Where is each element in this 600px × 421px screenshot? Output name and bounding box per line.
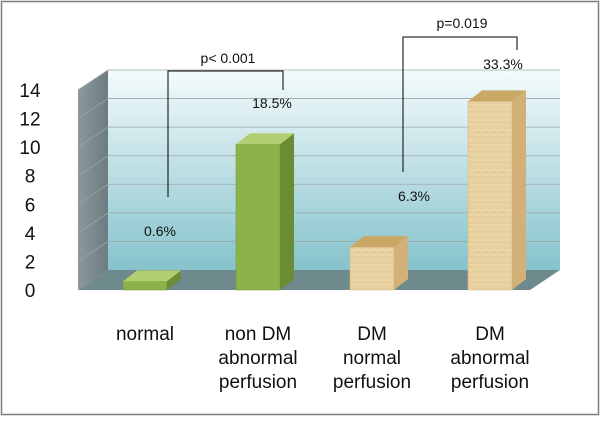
gridline bbox=[77, 155, 560, 177]
y-tick-label: 12 bbox=[19, 110, 40, 131]
y-axis-ticks: 0 2 4 6 8 10 12 14 bbox=[19, 81, 41, 302]
y-tick-label: 2 bbox=[25, 252, 36, 273]
gridline bbox=[77, 126, 560, 148]
bar-side bbox=[167, 270, 181, 290]
bar-top bbox=[350, 236, 408, 248]
bars bbox=[122, 90, 526, 291]
bar-side bbox=[512, 90, 526, 290]
left-wall bbox=[78, 70, 108, 290]
x-tick-line: perfusion bbox=[219, 372, 297, 393]
annotations: p< 0.001 p=0.019 bbox=[167, 15, 518, 197]
p-value-label: p< 0.001 bbox=[201, 50, 256, 66]
gridline bbox=[77, 212, 560, 234]
x-axis-ticks: normal non DM abnormal perfusion DM normal per… bbox=[116, 324, 530, 393]
bar-top bbox=[123, 270, 181, 282]
gridline bbox=[77, 98, 560, 119]
y-tick-label: 8 bbox=[25, 167, 36, 188]
bar-side bbox=[280, 133, 294, 290]
data-label: 0.6% bbox=[144, 223, 176, 239]
y-tick-label: 4 bbox=[25, 224, 36, 245]
x-tick-label: DM normal perfusion bbox=[333, 324, 411, 393]
x-tick-label: normal bbox=[116, 324, 174, 345]
x-tick-label: non DM abnormal perfusion bbox=[218, 324, 297, 393]
bar-1 bbox=[122, 270, 181, 291]
gridline bbox=[77, 69, 560, 91]
bar-side bbox=[394, 236, 408, 290]
x-tick-line: abnormal bbox=[450, 348, 529, 369]
x-tick-label: DM abnormal perfusion bbox=[450, 324, 529, 393]
y-tick-label: 14 bbox=[19, 81, 41, 102]
bar-front bbox=[467, 101, 513, 291]
p-value-label: p=0.019 bbox=[437, 15, 488, 31]
bar-front bbox=[122, 281, 168, 291]
data-labels: 0.6% 18.5% 6.3% 33.3% bbox=[144, 56, 523, 239]
bar-top bbox=[468, 90, 526, 102]
x-tick-line: normal bbox=[343, 348, 401, 369]
plot-background bbox=[78, 70, 560, 290]
x-tick-line: DM bbox=[475, 324, 505, 345]
data-label: 18.5% bbox=[252, 95, 292, 111]
data-label: 33.3% bbox=[483, 56, 523, 72]
y-tick-label: 6 bbox=[25, 195, 36, 216]
bar-3 bbox=[349, 236, 408, 291]
bar-front bbox=[349, 246, 395, 291]
bar-4 bbox=[467, 90, 526, 291]
x-tick-line: normal bbox=[116, 324, 174, 345]
back-wall bbox=[108, 70, 560, 270]
x-tick-line: DM bbox=[357, 324, 387, 345]
significance-bracket bbox=[402, 36, 518, 172]
data-label: 6.3% bbox=[398, 188, 430, 204]
y-tick-label: 10 bbox=[19, 138, 40, 159]
gridlines bbox=[77, 69, 560, 262]
gridline bbox=[77, 241, 560, 262]
significance-bracket bbox=[167, 70, 284, 197]
y-tick-label: 0 bbox=[25, 281, 36, 302]
bar-front bbox=[235, 143, 281, 291]
bar-top bbox=[236, 133, 294, 145]
gridline bbox=[77, 183, 560, 205]
bar-2 bbox=[235, 133, 294, 291]
x-tick-line: abnormal bbox=[218, 348, 297, 369]
floor bbox=[78, 270, 560, 290]
x-tick-line: perfusion bbox=[333, 372, 411, 393]
x-tick-line: non DM bbox=[225, 324, 292, 345]
x-tick-line: perfusion bbox=[451, 372, 529, 393]
